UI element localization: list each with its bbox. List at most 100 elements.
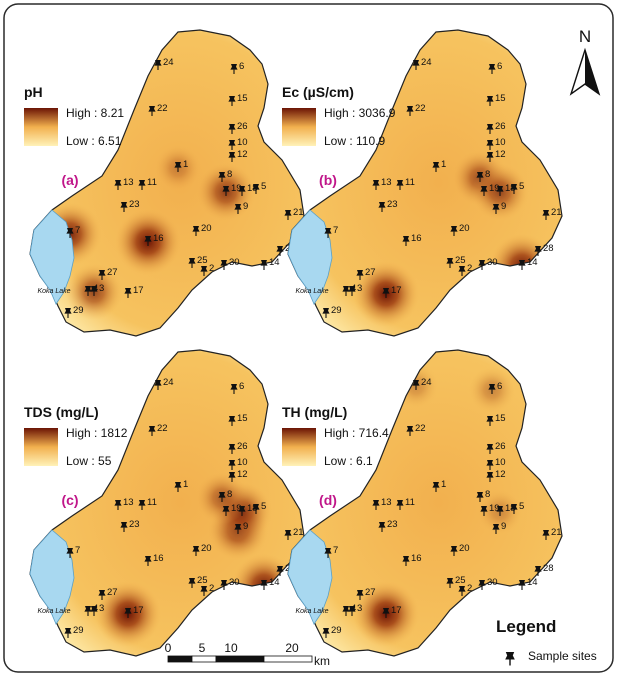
- scale-tick-0: 0: [165, 641, 172, 655]
- sample-site-14: 14: [260, 257, 280, 270]
- sample-site-3: 3: [90, 603, 104, 616]
- pin-icon: [496, 506, 504, 512]
- study-area-outline: [287, 349, 563, 657]
- legend-title: Legend: [496, 617, 556, 636]
- sample-site-30: 30: [478, 257, 498, 270]
- pin-icon: [348, 286, 356, 292]
- study-area-outline: [29, 349, 305, 657]
- pin-icon: [382, 288, 390, 294]
- sample-site-6: 6: [488, 381, 502, 394]
- pin-icon: [228, 416, 236, 422]
- sample-site-3: 3: [90, 283, 104, 296]
- pin-icon: [284, 530, 292, 536]
- sample-site-22: 22: [148, 103, 168, 116]
- sample-site-label: 25: [197, 255, 208, 266]
- sample-site-5: 5: [252, 181, 266, 194]
- pin-icon: [218, 492, 226, 498]
- sample-site-21: 21: [284, 527, 304, 540]
- sample-site-3: 3: [348, 603, 362, 616]
- lake-label: Koka Lake: [37, 288, 70, 295]
- scale-tick-20: 20: [285, 641, 299, 655]
- sample-site-label: 19: [489, 503, 500, 514]
- sample-site-label: 22: [157, 423, 168, 434]
- pin-icon: [486, 416, 494, 422]
- sample-site-label: 1: [183, 159, 188, 170]
- sample-site-label: 11: [147, 497, 157, 508]
- pin-icon: [144, 556, 152, 562]
- pin-icon: [510, 504, 518, 510]
- sample-site-7: 7: [66, 545, 80, 558]
- sample-site-label: 8: [485, 169, 490, 180]
- pin-icon: [120, 202, 128, 208]
- sample-site-14: 14: [260, 577, 280, 590]
- sample-site-18: 18: [496, 503, 516, 516]
- sample-site-7: 7: [66, 225, 80, 238]
- sample-site-2: 2: [200, 263, 214, 276]
- sample-site-label: 13: [381, 177, 392, 188]
- sample-site-9: 9: [492, 201, 506, 214]
- sample-site-label: 16: [153, 553, 164, 564]
- koka-lake: [29, 529, 75, 625]
- panel-title: TDS (mg/L): [24, 404, 99, 420]
- pin-icon: [348, 606, 356, 612]
- sample-site-label: 29: [73, 305, 84, 316]
- pin-icon: [90, 286, 98, 292]
- sample-site-label: 20: [459, 543, 470, 554]
- sample-site-27: 27: [356, 587, 376, 600]
- sample-site-29: 29: [64, 305, 84, 318]
- sample-site-20: 20: [192, 543, 212, 556]
- sample-site-24: 24: [412, 57, 432, 70]
- sample-site-label: 22: [415, 423, 426, 434]
- sample-site-label: 21: [551, 207, 562, 218]
- pin-icon: [98, 270, 106, 276]
- sample-site-label: 25: [197, 575, 208, 586]
- sample-site-5: 5: [510, 181, 524, 194]
- panel-title: TH (mg/L): [282, 404, 347, 420]
- lake-label: Koka Lake: [295, 288, 328, 295]
- pin-icon: [148, 426, 156, 432]
- sample-site-label: 10: [495, 457, 506, 468]
- pin-icon: [480, 506, 488, 512]
- pin-icon: [458, 266, 466, 272]
- sample-site-label: 10: [237, 137, 248, 148]
- sample-site-label: 6: [497, 381, 502, 392]
- sample-site-9: 9: [492, 521, 506, 534]
- pin-icon: [446, 258, 454, 264]
- sample-site-label: 9: [243, 521, 248, 532]
- pin-icon: [138, 180, 146, 186]
- sample-site-18: 18: [496, 183, 516, 196]
- sample-site-24: 24: [412, 377, 432, 390]
- sample-site-7: 7: [324, 225, 338, 238]
- sample-site-9: 9: [234, 201, 248, 214]
- sample-site-label: 16: [411, 233, 422, 244]
- sample-site-15: 15: [228, 93, 248, 106]
- sample-site-label: 8: [227, 169, 232, 180]
- pin-icon: [174, 482, 182, 488]
- sample-site-label: 12: [495, 469, 506, 480]
- koka-lake: [29, 209, 75, 305]
- lake-label: Koka Lake: [295, 608, 328, 615]
- sample-site-label: 5: [519, 181, 524, 192]
- sample-site-label: 9: [243, 201, 248, 212]
- sample-site-10: 10: [486, 137, 506, 150]
- sample-site-30: 30: [220, 577, 240, 590]
- panel-title: Ec (µS/cm): [282, 84, 354, 100]
- sample-site-13: 13: [372, 497, 392, 510]
- ramp-high-label: High : 1812: [66, 426, 128, 440]
- sample-site-label: 30: [229, 257, 240, 268]
- sample-site-20: 20: [450, 543, 470, 556]
- sample-site-2: 2: [200, 583, 214, 596]
- sample-site-label: 27: [107, 587, 118, 598]
- pin-icon: [144, 236, 152, 242]
- pin-icon: [342, 606, 350, 612]
- color-ramp: [24, 428, 58, 466]
- pin-icon: [486, 444, 494, 450]
- sample-site-label: 11: [405, 177, 415, 188]
- sample-site-17: 17: [382, 285, 402, 298]
- sample-site-17: 17: [124, 605, 144, 618]
- legend-item-label: Sample sites: [528, 649, 597, 663]
- sample-site-1: 1: [432, 159, 446, 172]
- sample-site-label: 28: [543, 563, 554, 574]
